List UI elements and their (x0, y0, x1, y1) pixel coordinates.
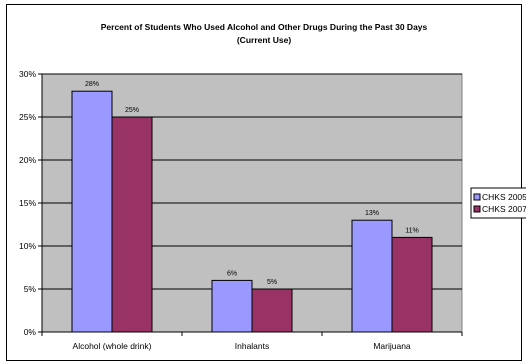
x-tick-label: Marijuana (373, 341, 411, 351)
legend-box (470, 187, 526, 219)
legend-swatch (473, 193, 481, 201)
legend-entry: CHKS 2005 (482, 192, 526, 202)
data-label: 13% (365, 210, 379, 217)
legend-swatch (473, 205, 481, 213)
bars: 28% 25% 6% 5% 13% 11% (71, 81, 433, 333)
y-tick-label: 20% (19, 155, 36, 165)
data-label: 6% (227, 270, 237, 277)
y-tick-label: 15% (19, 198, 36, 208)
axes: 0% 5% 10% 15% 20% 25% 30% Alcohol (whole drink)… (19, 69, 463, 351)
data-label: 25% (125, 107, 139, 114)
y-tick-label: 0% (24, 327, 37, 337)
chart-title: Percent of Students Who Used Alcohol and… (101, 22, 428, 32)
chart-subtitle: (Current Use) (237, 35, 291, 45)
x-tick-label: Alcohol (whole drink) (73, 341, 152, 351)
bar-chks-2007 (111, 116, 153, 333)
bar-chks-2005 (71, 90, 113, 333)
bar-chks-2005 (211, 279, 253, 333)
y-tick-label: 30% (19, 69, 36, 79)
bar-chks-2007 (391, 236, 433, 333)
legend-entry: CHKS 2007 (482, 204, 526, 214)
legend: CHKS 2005 CHKS 2007 (470, 187, 526, 219)
data-label: 5% (267, 279, 277, 286)
data-label: 28% (85, 81, 99, 88)
x-tick-label: Inhalants (235, 341, 270, 351)
y-tick-label: 25% (19, 112, 36, 122)
bar-chks-2005 (351, 219, 393, 333)
y-tick-label: 5% (24, 284, 37, 294)
bar-chks-2007 (251, 288, 293, 333)
y-tick-label: 10% (19, 241, 36, 251)
data-label: 11% (405, 227, 419, 234)
